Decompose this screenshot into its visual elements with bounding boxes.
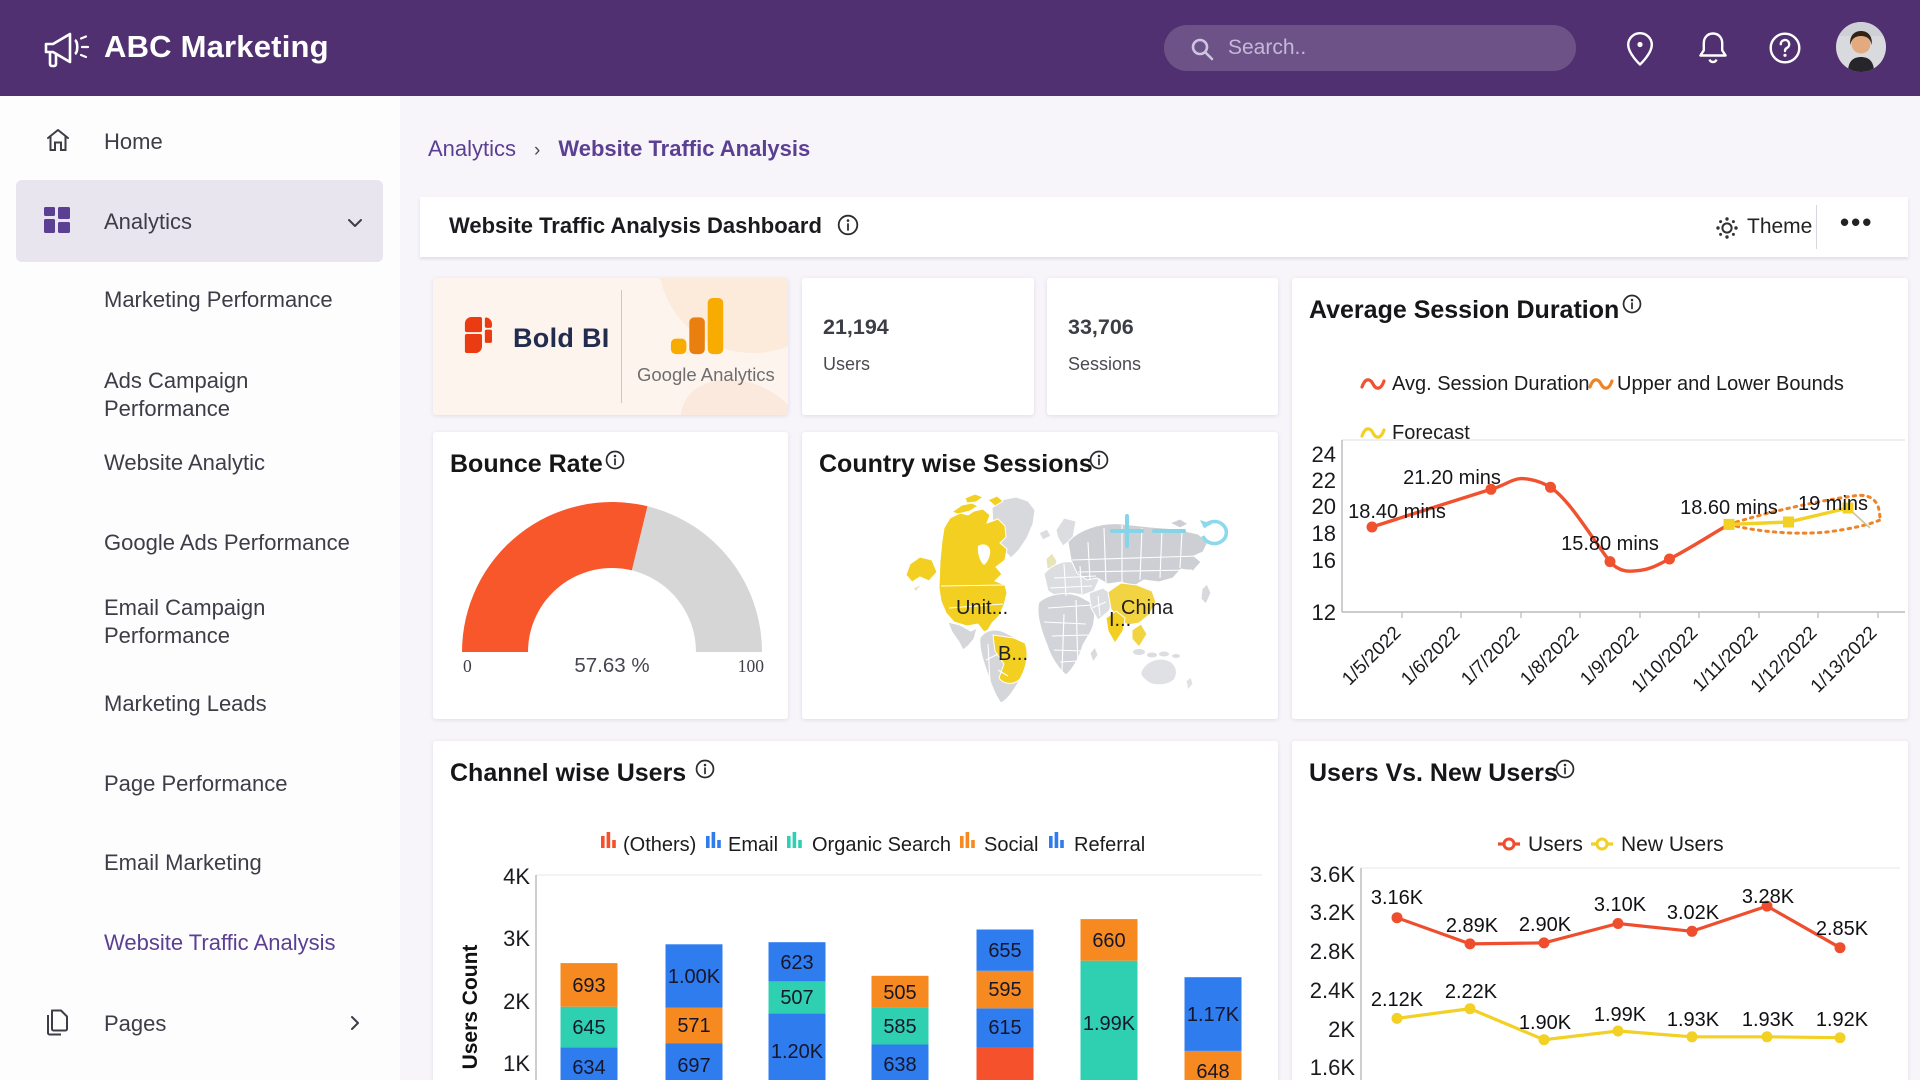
svg-text:20: 20 [1312,494,1336,519]
svg-text:1/13/2022: 1/13/2022 [1807,623,1882,698]
svg-text:21.20 mins: 21.20 mins [1403,467,1501,489]
svg-text:18.40 mins: 18.40 mins [1348,501,1446,523]
svg-text:18: 18 [1312,521,1336,546]
svg-text:585: 585 [883,1016,916,1038]
svg-text:18.60 mins: 18.60 mins [1680,497,1778,519]
svg-text:1/7/2022: 1/7/2022 [1457,623,1524,690]
svg-text:623: 623 [780,952,813,974]
svg-text:1.00K: 1.00K [668,966,721,988]
svg-text:3.16K: 3.16K [1371,887,1424,909]
svg-text:Unit...: Unit... [956,597,1008,619]
svg-text:2K: 2K [503,989,530,1014]
svg-text:693: 693 [572,975,605,997]
svg-text:I...: I... [1109,609,1131,631]
svg-text:571: 571 [677,1015,710,1037]
svg-text:645: 645 [572,1017,605,1039]
svg-text:648: 648 [1196,1061,1229,1080]
svg-text:697: 697 [677,1055,710,1077]
svg-text:660: 660 [1092,930,1125,952]
svg-text:100: 100 [738,656,765,676]
svg-text:2.22K: 2.22K [1445,981,1498,1003]
svg-text:3.10K: 3.10K [1594,894,1647,916]
svg-text:1.90K: 1.90K [1519,1012,1572,1034]
svg-text:3.6K: 3.6K [1310,862,1356,887]
svg-text:1K: 1K [503,1051,530,1076]
svg-text:2.89K: 2.89K [1446,915,1499,937]
svg-text:595: 595 [988,979,1021,1001]
svg-text:638: 638 [883,1054,916,1076]
svg-text:Forecast: Forecast [1392,422,1470,444]
svg-text:1.6K: 1.6K [1310,1055,1356,1080]
svg-text:1.99K: 1.99K [1083,1013,1136,1035]
svg-text:(Others): (Others) [623,834,696,856]
svg-text:19 mins: 19 mins [1798,493,1868,515]
svg-text:3.28K: 3.28K [1742,886,1795,908]
svg-text:2.85K: 2.85K [1816,918,1869,940]
svg-text:Email: Email [728,834,778,856]
svg-text:1.93K: 1.93K [1667,1009,1720,1031]
svg-text:57.63 %: 57.63 % [574,654,649,677]
svg-text:16: 16 [1312,548,1336,573]
svg-text:2K: 2K [1328,1017,1355,1042]
svg-text:12: 12 [1312,600,1336,625]
svg-text:4K: 4K [503,864,530,889]
svg-text:2.8K: 2.8K [1310,939,1356,964]
svg-text:3K: 3K [503,926,530,951]
svg-text:New Users: New Users [1621,833,1724,856]
svg-text:B...: B... [998,643,1028,665]
svg-text:1.20K: 1.20K [771,1041,824,1063]
svg-text:2.4K: 2.4K [1310,978,1356,1003]
svg-text:1/8/2022: 1/8/2022 [1516,623,1583,690]
svg-text:1.93K: 1.93K [1742,1009,1795,1031]
svg-text:24: 24 [1312,442,1336,467]
svg-text:1/6/2022: 1/6/2022 [1397,623,1464,690]
svg-text:507: 507 [780,987,813,1009]
svg-text:2.12K: 2.12K [1371,989,1424,1011]
svg-text:China: China [1121,597,1174,619]
svg-text:655: 655 [988,940,1021,962]
svg-text:0: 0 [463,656,472,676]
svg-text:505: 505 [883,982,916,1004]
svg-text:1.92K: 1.92K [1816,1009,1869,1031]
svg-text:15.80 mins: 15.80 mins [1561,533,1659,555]
svg-text:Social: Social [984,834,1038,856]
svg-text:615: 615 [988,1017,1021,1039]
svg-text:22: 22 [1312,468,1336,493]
svg-text:1.99K: 1.99K [1594,1004,1647,1026]
svg-text:3.2K: 3.2K [1310,900,1356,925]
svg-text:Avg. Session Duration: Avg. Session Duration [1392,373,1590,395]
svg-text:2.90K: 2.90K [1519,914,1572,936]
svg-text:Upper and Lower Bounds: Upper and Lower Bounds [1617,373,1844,395]
svg-text:Users Count: Users Count [459,945,482,1070]
svg-text:634: 634 [572,1057,605,1079]
svg-text:Referral: Referral [1074,834,1145,856]
svg-text:1/5/2022: 1/5/2022 [1338,623,1405,690]
svg-text:1.17K: 1.17K [1187,1004,1240,1026]
svg-text:3.02K: 3.02K [1667,902,1720,924]
svg-text:Organic Search: Organic Search [812,834,951,856]
svg-text:Users: Users [1528,833,1583,856]
